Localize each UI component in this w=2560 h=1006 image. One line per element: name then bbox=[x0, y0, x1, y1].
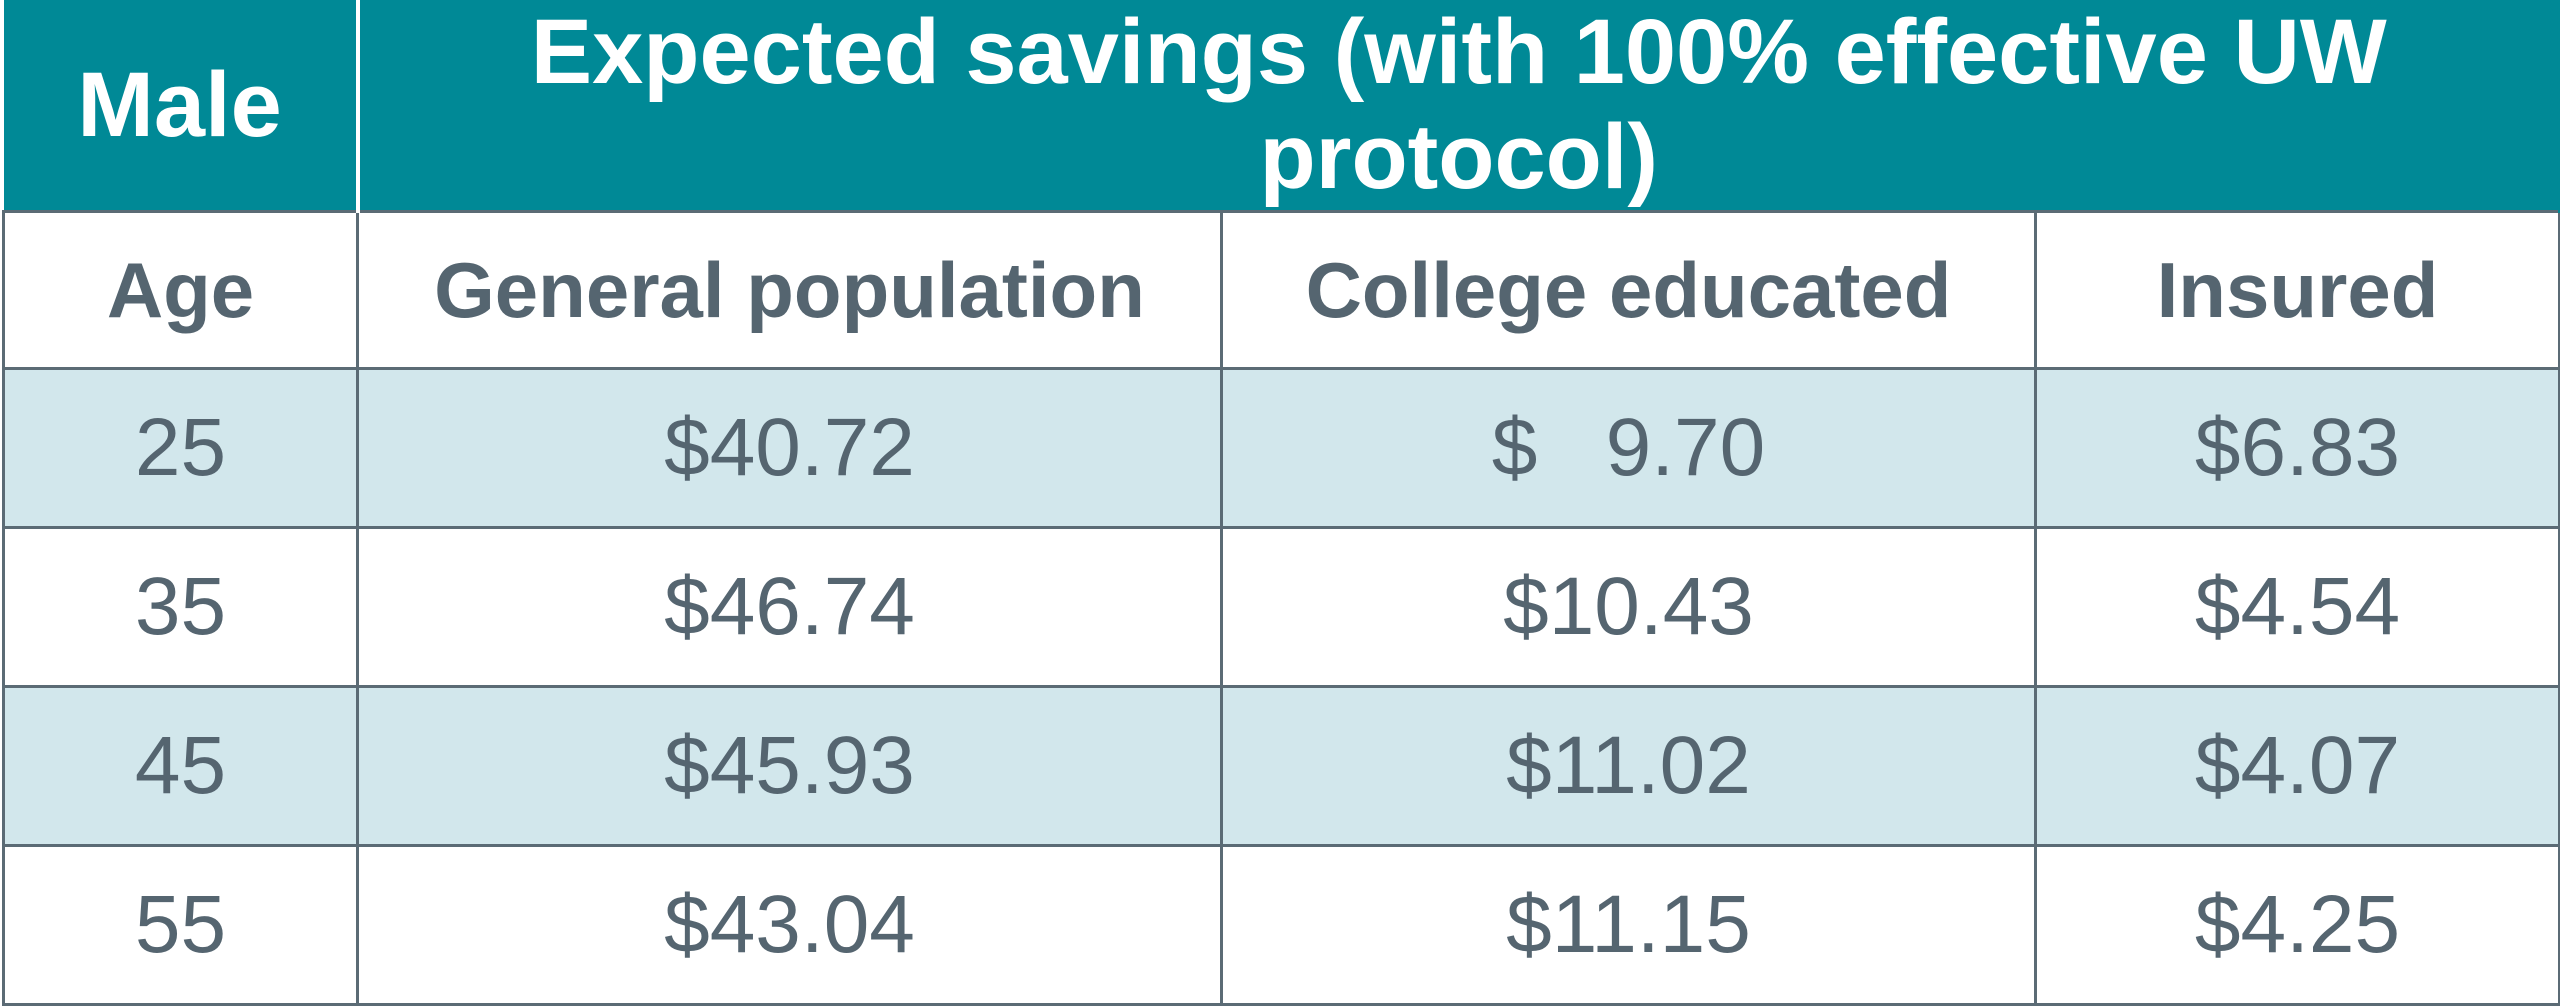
table-title-row: Male Expected savings (with 100% effecti… bbox=[3, 0, 2560, 212]
cell-insured: $6.83 bbox=[2034, 367, 2560, 529]
table-row: 35 $46.74 $10.43 $4.54 bbox=[2, 526, 2560, 688]
column-header-row: Age General population College educated … bbox=[2, 210, 2560, 370]
cell-general-population: $46.74 bbox=[356, 526, 1223, 688]
cell-general-population: $40.72 bbox=[356, 367, 1223, 529]
cell-general-population: $43.04 bbox=[356, 844, 1223, 1006]
table-row: 25 $40.72 $ 9.70 $6.83 bbox=[2, 367, 2560, 529]
table-row: 55 $43.04 $11.15 $4.25 bbox=[2, 844, 2560, 1006]
cell-general-population: $45.93 bbox=[356, 685, 1223, 847]
table-title: Expected savings (with 100% effective UW… bbox=[357, 0, 2560, 212]
column-header-age: Age bbox=[2, 210, 359, 370]
cell-college-educated: $10.43 bbox=[1220, 526, 2037, 688]
cell-age: 35 bbox=[2, 526, 359, 688]
cell-age: 45 bbox=[2, 685, 359, 847]
group-label-male: Male bbox=[3, 0, 360, 212]
cell-insured: $4.54 bbox=[2034, 526, 2560, 688]
column-header-college-educated: College educated bbox=[1220, 210, 2037, 370]
cell-insured: $4.25 bbox=[2034, 844, 2560, 1006]
cell-insured: $4.07 bbox=[2034, 685, 2560, 847]
cell-age: 25 bbox=[2, 367, 359, 529]
cell-age: 55 bbox=[2, 844, 359, 1006]
cell-college-educated: $11.15 bbox=[1220, 844, 2037, 1006]
cell-college-educated: $11.02 bbox=[1220, 685, 2037, 847]
column-header-insured: Insured bbox=[2034, 210, 2560, 370]
table-row: 45 $45.93 $11.02 $4.07 bbox=[2, 685, 2560, 847]
cell-college-educated: $ 9.70 bbox=[1220, 367, 2037, 529]
column-header-general-population: General population bbox=[356, 210, 1223, 370]
